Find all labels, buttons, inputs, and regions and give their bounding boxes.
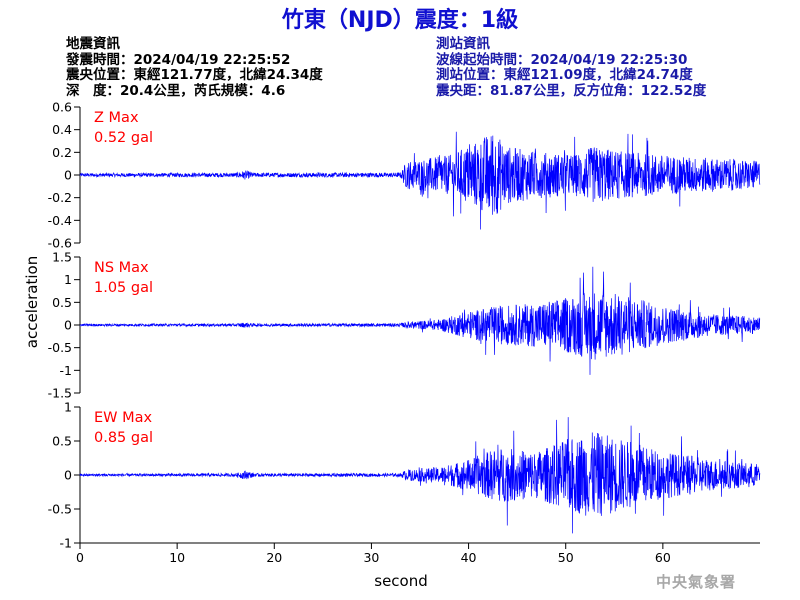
y-axis-label: acceleration <box>23 256 41 348</box>
x-tick-label-2: 20 <box>266 550 282 565</box>
y-tick-label-0-4: -0.2 <box>48 190 72 205</box>
panel-label-1: NS Max <box>94 260 149 276</box>
station-location: 測站位置：東經121.09度，北緯24.74度 <box>436 67 693 83</box>
agency-watermark: 中央氣象署 <box>656 573 737 591</box>
y-tick-label-0-1: 0.4 <box>52 122 72 137</box>
y-tick-label-1-0: 1.5 <box>52 250 72 265</box>
y-tick-label-2-1: 0.5 <box>52 434 72 449</box>
y-tick-label-0-6: -0.6 <box>48 236 72 251</box>
y-tick-label-1-5: -1 <box>60 363 72 378</box>
panel-label-2: EW Max <box>94 410 153 426</box>
y-tick-label-2-2: 0 <box>64 468 72 483</box>
station-info-heading: 測站資訊 <box>436 36 490 52</box>
station-info: 測站資訊 波線起始時間：2024/04/19 22:25:30 測站位置：東經1… <box>436 36 707 99</box>
y-tick-label-1-1: 1 <box>64 272 72 287</box>
series-line-ns <box>79 266 761 375</box>
epicenter-location: 震央位置：東經121.77度，北緯24.34度 <box>66 67 323 83</box>
panel-label-0: Z Max <box>94 110 139 126</box>
y-tick-label-1-6: -1.5 <box>48 386 72 401</box>
y-tick-label-0-3: 0 <box>64 168 72 183</box>
y-tick-label-0-2: 0.2 <box>52 145 72 160</box>
y-tick-label-2-3: -0.5 <box>48 502 72 517</box>
series-line-ew <box>79 417 761 534</box>
y-tick-label-2-0: 1 <box>64 400 72 415</box>
x-tick-label-4: 40 <box>461 550 477 565</box>
y-tick-label-1-4: -0.5 <box>48 340 72 355</box>
x-axis-label: second <box>374 572 428 590</box>
wave-start-time: 波線起始時間：2024/04/19 22:25:30 <box>436 51 688 68</box>
x-tick-label-6: 60 <box>655 550 671 565</box>
y-tick-label-1-2: 0.5 <box>52 295 72 310</box>
panel-max-value-0: 0.52 gal <box>94 130 153 146</box>
x-tick-label-3: 30 <box>363 550 379 565</box>
origin-time: 發震時間：2024/04/19 22:25:52 <box>66 51 291 68</box>
y-tick-label-0-0: 0.6 <box>52 100 72 115</box>
epicentral-distance: 震央距：81.87公里，反方位角：122.52度 <box>436 82 707 99</box>
series-line-z <box>79 131 761 230</box>
earthquake-info-heading: 地震資訊 <box>66 36 120 52</box>
earthquake-info: 地震資訊 發震時間：2024/04/19 22:25:52 震央位置：東經121… <box>66 36 323 99</box>
page-title: 竹東（NJD）震度：1級 <box>281 8 519 33</box>
x-tick-label-0: 0 <box>76 550 84 565</box>
y-tick-label-1-3: 0 <box>64 318 72 333</box>
panel-max-value-2: 0.85 gal <box>94 430 153 446</box>
x-tick-label-1: 10 <box>169 550 185 565</box>
panel-max-value-1: 1.05 gal <box>94 280 153 296</box>
depth-magnitude: 深 度：20.4公里，芮氏規模：4.6 <box>66 82 286 99</box>
x-tick-label-5: 50 <box>558 550 574 565</box>
y-tick-label-0-5: -0.4 <box>48 213 72 228</box>
y-tick-label-2-4: -1 <box>60 536 72 551</box>
